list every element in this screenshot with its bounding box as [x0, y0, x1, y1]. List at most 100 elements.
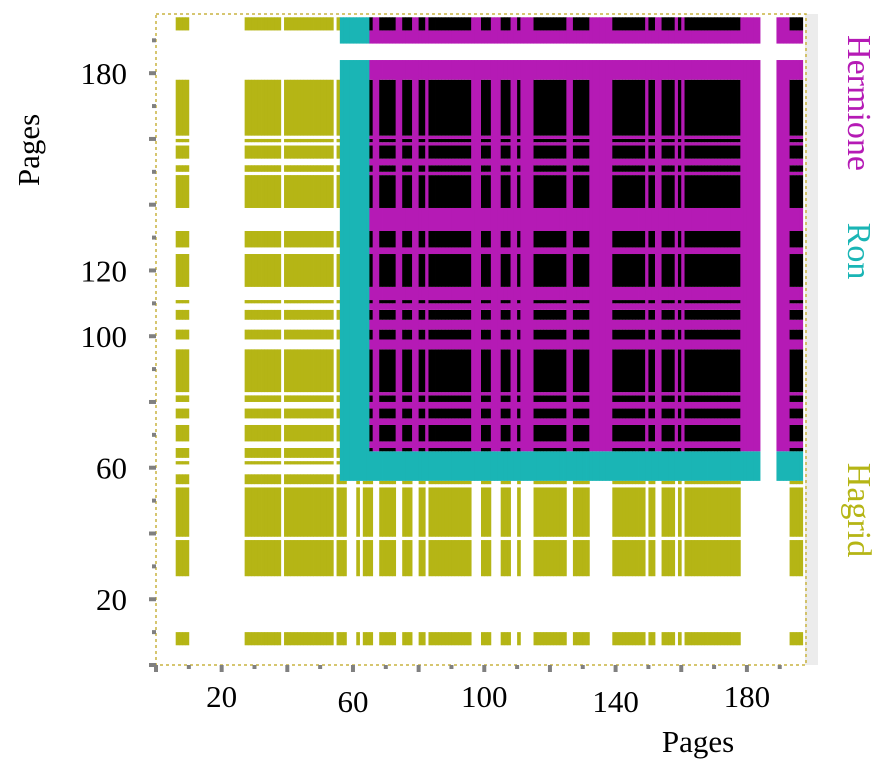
heatmap-cell	[789, 138, 794, 143]
heatmap-cell	[533, 319, 538, 330]
heatmap-cell	[254, 395, 259, 402]
heatmap-cell	[392, 418, 397, 425]
heatmap-cell	[559, 339, 564, 350]
heatmap-cell	[651, 401, 656, 409]
heatmap-cell	[543, 401, 548, 409]
heatmap-cell	[261, 231, 265, 248]
heatmap-cell	[382, 329, 387, 340]
heatmap-cell	[438, 424, 443, 442]
heatmap-cell	[727, 349, 731, 393]
heatmap-cell	[369, 247, 374, 255]
heatmap-cell	[267, 254, 272, 287]
heatmap-cell	[691, 30, 695, 44]
heatmap-cell	[612, 60, 616, 80]
heatmap-cell	[651, 286, 656, 301]
heatmap-cell	[323, 540, 328, 577]
heatmap-cell	[356, 487, 360, 537]
heatmap-cell	[727, 632, 731, 646]
heatmap-cell	[641, 135, 646, 139]
heatmap-cell	[444, 408, 449, 419]
heatmap-cell	[444, 392, 449, 396]
heatmap-cell	[714, 60, 718, 80]
heatmap-cell	[421, 448, 426, 452]
heatmap-cell	[668, 300, 672, 304]
heatmap-cell	[582, 142, 587, 146]
heatmap-cell	[310, 461, 314, 465]
heatmap-cell	[697, 30, 702, 44]
heatmap-cell	[756, 451, 761, 481]
heatmap-cell	[254, 632, 259, 646]
heatmap-cell	[543, 165, 548, 172]
heatmap-cell	[707, 60, 712, 80]
heatmap-cell	[438, 303, 443, 310]
y-axis-title: Pages	[11, 114, 46, 186]
heatmap-cell	[451, 175, 456, 208]
heatmap-cell	[398, 451, 403, 481]
heatmap-cell	[723, 145, 728, 159]
heatmap-cell	[638, 480, 643, 485]
heatmap-cell	[467, 254, 472, 287]
heatmap-cell	[730, 632, 735, 646]
heatmap-cell	[792, 171, 797, 176]
heatmap-cell	[556, 448, 561, 452]
heatmap-cell	[448, 632, 452, 646]
heatmap-cell	[579, 408, 584, 419]
heatmap-cell	[451, 135, 456, 139]
heatmap-cell	[625, 418, 630, 425]
heatmap-cell	[441, 319, 446, 330]
heatmap-cell	[737, 175, 741, 208]
heatmap-cell	[556, 408, 561, 419]
heatmap-cell	[582, 145, 587, 159]
heatmap-cell	[605, 60, 610, 452]
heatmap-cell	[714, 451, 718, 481]
heatmap-cell	[618, 339, 623, 350]
heatmap-cell	[175, 165, 180, 172]
heatmap-cell	[520, 60, 525, 452]
heatmap-cell	[648, 395, 653, 402]
heatmap-cell	[303, 138, 308, 143]
heatmap-cell	[684, 207, 689, 231]
heatmap-cell	[727, 79, 731, 136]
heatmap-cell	[471, 17, 475, 44]
heatmap-cell	[481, 319, 485, 330]
heatmap-cell	[326, 309, 331, 320]
heatmap-cell	[556, 303, 561, 310]
heatmap-cell	[727, 171, 731, 176]
heatmap-cell	[277, 349, 282, 393]
heatmap-cell	[382, 349, 387, 393]
heatmap-cell	[290, 395, 295, 402]
heatmap-cell	[792, 395, 797, 402]
heatmap-cell	[658, 60, 662, 452]
heatmap-cell	[369, 171, 374, 176]
heatmap-cell	[372, 451, 377, 481]
heatmap-cell	[300, 309, 305, 320]
heatmap-cell	[691, 540, 695, 577]
heatmap-cell	[684, 60, 689, 80]
heatmap-cell	[503, 60, 508, 80]
heatmap-cell	[661, 286, 666, 301]
heatmap-cell	[697, 138, 702, 143]
heatmap-cell	[625, 441, 630, 448]
heatmap-cell	[421, 231, 426, 248]
heatmap-cell	[684, 408, 689, 419]
heatmap-cell	[405, 395, 410, 402]
heatmap-cell	[668, 303, 672, 310]
heatmap-cell	[632, 424, 636, 442]
heatmap-cell	[323, 79, 328, 136]
heatmap-cell	[428, 319, 433, 330]
heatmap-cell	[612, 448, 616, 452]
heatmap-cell	[540, 30, 544, 44]
heatmap-cell	[405, 142, 410, 146]
heatmap-cell	[556, 60, 561, 80]
heatmap-cell	[435, 135, 439, 139]
heatmap-cell	[369, 349, 374, 393]
heatmap-cell	[582, 171, 587, 176]
heatmap-cell	[750, 60, 754, 452]
heatmap-cell	[421, 441, 426, 448]
heatmap-cell	[464, 349, 469, 393]
heatmap-cell	[316, 448, 321, 458]
heatmap-cell	[717, 142, 722, 146]
heatmap-cell	[402, 448, 406, 452]
heatmap-cell	[720, 60, 725, 80]
heatmap-cell	[467, 424, 472, 442]
